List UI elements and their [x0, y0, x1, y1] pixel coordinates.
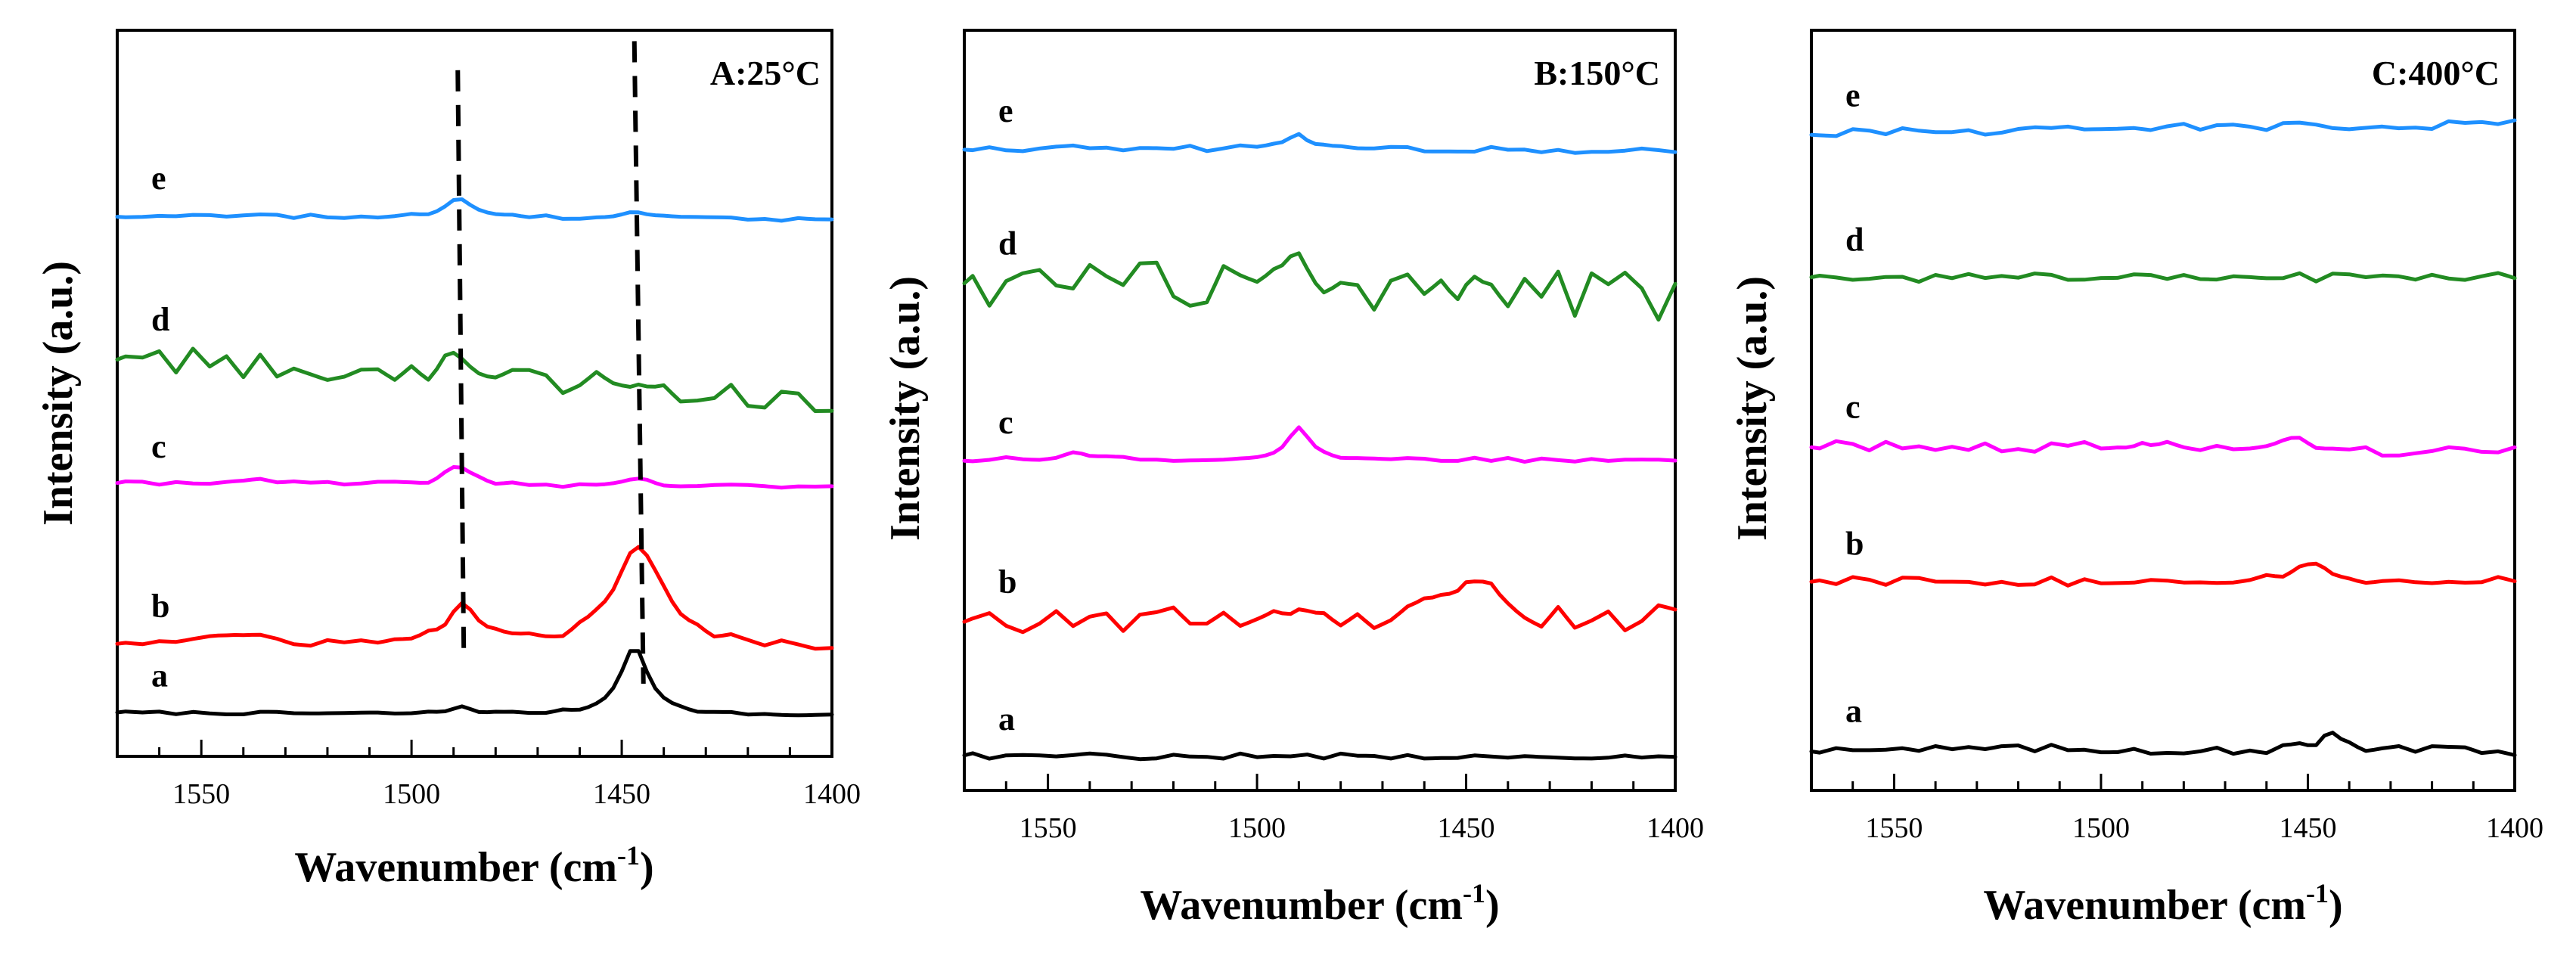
panel-a-tick-label-1400: 1400 [803, 778, 861, 810]
panel-b-title: B:150°C [1534, 54, 1660, 92]
panel-c-trace-a [1809, 731, 2517, 757]
panel-c-trace-d [1809, 271, 2517, 284]
panel-c-traces: a b c d e [1809, 77, 2517, 757]
panel-a-marker-1447 [632, 41, 646, 684]
panel-c-frame [1810, 29, 2516, 792]
panel-a-trace-e [115, 197, 834, 223]
panel-c-xlabel: Wavenumber (cm-1) [1983, 878, 2342, 929]
panel-b-tick-label-1500: 1500 [1228, 812, 1286, 844]
panel-c-curve-label-c: c [1845, 389, 1861, 426]
panel-a-trace-a [115, 649, 834, 718]
panel-b-ylabel: Intensity (a.u.) [882, 276, 929, 541]
panel-a-traces: ab c d e [115, 160, 834, 718]
panel-a-curve-label-c: c [151, 428, 166, 465]
panel-b-curve-label-e: e [998, 92, 1013, 129]
panel-a-tick-label-1500: 1500 [383, 778, 440, 810]
panel-a-tick-label-1550: 1550 [172, 778, 230, 810]
panel-c-ylabel: Intensity (a.u.) [1729, 276, 1776, 541]
panel-b-ticks: 1550 1500 1450 1400 [1004, 774, 1704, 844]
panel-b-xlabel-close: ) [1485, 882, 1500, 929]
panel-a-curve-label-b: b [151, 588, 169, 625]
panel-b-curve-label-c: c [998, 404, 1013, 441]
panel-c-curve-label-e: e [1845, 77, 1861, 114]
panel-a-marker-1489 [455, 70, 467, 655]
panel-b-xlabel-text: Wavenumber (cm [1140, 882, 1463, 929]
panel-a-frame [116, 29, 833, 758]
panel-a-curve-label-e: e [151, 160, 166, 197]
panel-a-xlabel-text: Wavenumber (cm [294, 844, 617, 891]
panel-c-tick-label-1550: 1550 [1865, 812, 1923, 844]
panel-b-traces: a b c d e [962, 92, 1678, 762]
panel-c-curve-label-a: a [1845, 693, 1862, 730]
panel-c-trace-c [1809, 436, 2517, 458]
panel-a-trace-c [115, 465, 834, 490]
panel-c-curve-label-b: b [1845, 526, 1864, 563]
panel-a-curve-label-a: a [151, 656, 168, 694]
panel-a-trace-b [115, 545, 834, 651]
panel-c-xlabel-sup: -1 [2306, 878, 2329, 908]
panel-a-curve-label-d: d [151, 301, 169, 338]
panel-b-trace-a [962, 751, 1678, 762]
panel-b-frame [963, 29, 1677, 792]
panel-c-tick-label-1500: 1500 [2072, 812, 2130, 844]
panel-b-tick-label-1550: 1550 [1020, 812, 1077, 844]
panel-b-trace-e [962, 132, 1678, 155]
panel-b-trace-c [962, 425, 1678, 464]
panel-a-markers [455, 41, 646, 684]
panel-a-trace-d [115, 346, 834, 413]
panel-a-title: A:25°C [710, 54, 821, 92]
panel-a-xlabel-close: ) [640, 844, 654, 891]
panel-c-tick-label-1400: 1400 [2486, 812, 2543, 844]
panel-b-trace-b [962, 579, 1678, 635]
panel-a: ab c d e 1550 1500 1450 1400 A:25°C Intensity … [35, 29, 861, 891]
panel-a-xlabel-sup: -1 [617, 840, 640, 871]
panel-b-xlabel: Wavenumber (cm-1) [1140, 878, 1499, 929]
panel-b-xlabel-sup: -1 [1463, 878, 1485, 908]
panel-c-xlabel-text: Wavenumber (cm [1983, 882, 2306, 929]
panel-c: a b c d e 1550 1500 1450 1400 C:400°C Intensity… [1729, 29, 2543, 929]
panel-b-curve-label-b: b [998, 563, 1016, 601]
panel-c-title: C:400°C [2372, 54, 2500, 92]
panel-b-tick-label-1450: 1450 [1438, 812, 1495, 844]
panel-a-tick-label-1450: 1450 [593, 778, 650, 810]
panel-c-trace-e [1809, 118, 2517, 138]
panel-b-curve-label-d: d [998, 225, 1016, 262]
panel-b-tick-label-1400: 1400 [1646, 812, 1704, 844]
panel-b-trace-d [962, 251, 1678, 322]
panel-c-xlabel-close: ) [2329, 882, 2343, 929]
panel-b-curve-label-a: a [998, 700, 1015, 737]
panel-c-curve-label-d: d [1845, 222, 1864, 259]
panel-c-ticks: 1550 1500 1450 1400 [1851, 774, 2543, 844]
panel-a-xlabel: Wavenumber (cm-1) [294, 840, 653, 891]
panel-c-tick-label-1450: 1450 [2279, 812, 2336, 844]
panel-c-trace-b [1809, 561, 2517, 588]
panel-a-ticks: 1550 1500 1450 1400 [158, 740, 861, 810]
panel-b: a b c d e 1550 1500 1450 1400 B:150°C Intensity… [882, 29, 1704, 929]
panel-a-ylabel: Intensity (a.u.) [35, 261, 82, 526]
